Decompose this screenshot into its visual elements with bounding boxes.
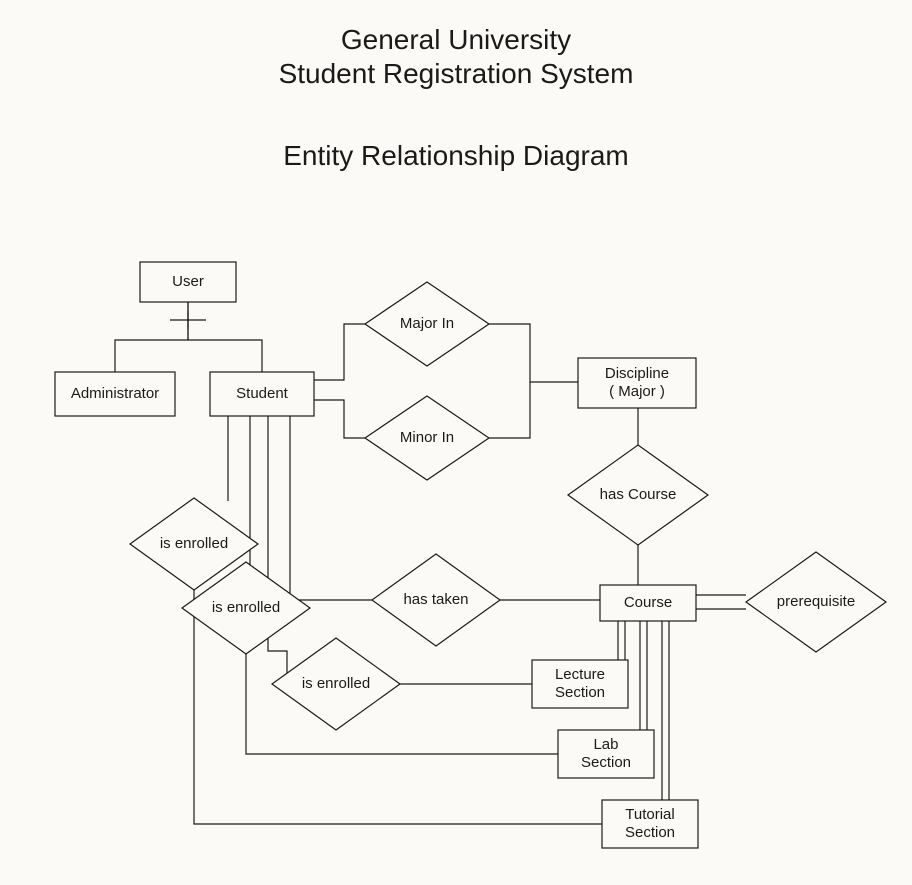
entity-label-discipline: Discipline ( Major ) <box>578 358 696 408</box>
edge <box>188 302 262 372</box>
entity-label-administrator: Administrator <box>55 372 175 416</box>
entity-label-lecture: Lecture Section <box>532 660 628 708</box>
entity-label-lab: Lab Section <box>558 730 654 778</box>
edge <box>115 302 188 372</box>
edge <box>489 382 530 438</box>
entity-label-tutorial: Tutorial Section <box>602 800 698 848</box>
edge <box>314 324 365 380</box>
relationship-label-minor_in: Minor In <box>365 396 489 480</box>
entity-label-course: Course <box>600 585 696 621</box>
relationship-label-major_in: Major In <box>365 282 489 366</box>
relationship-label-has_course: has Course <box>568 445 708 545</box>
er-diagram-canvas: General University Student Registration … <box>0 0 912 885</box>
edge <box>489 324 578 382</box>
entity-label-student: Student <box>210 372 314 416</box>
edge <box>314 400 365 438</box>
entity-label-user: User <box>140 262 236 302</box>
relationship-label-prerequisite: prerequisite <box>746 552 886 652</box>
relationship-label-enrolled3: is enrolled <box>272 638 400 730</box>
relationship-label-has_taken: has taken <box>372 554 500 646</box>
